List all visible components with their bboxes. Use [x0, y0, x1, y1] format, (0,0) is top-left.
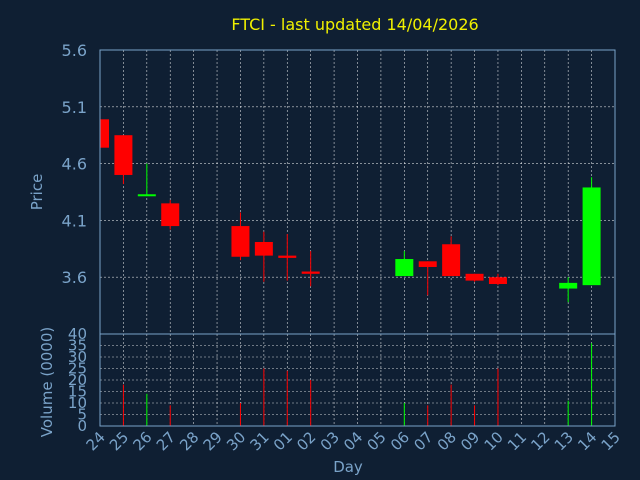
volume-panel-frame — [99, 333, 616, 427]
x-tick-label: 06 — [387, 428, 413, 454]
candle-body — [100, 119, 109, 148]
x-tick-label: 11 — [504, 428, 530, 454]
volume-tick-label: 15 — [68, 383, 87, 401]
x-tick-label: 07 — [410, 428, 436, 454]
price-tick-label: 4.6 — [62, 155, 87, 174]
candle-body — [418, 261, 437, 267]
volume-tick-label: 40 — [68, 325, 87, 343]
x-tick-label: 09 — [457, 428, 483, 454]
volume-tick-label: 10 — [68, 394, 87, 412]
x-tick-label: 12 — [527, 428, 553, 454]
x-tick-label: 31 — [246, 428, 272, 454]
candle-body — [465, 273, 484, 281]
x-tick-label: 14 — [574, 428, 600, 454]
x-tick-label: 25 — [106, 428, 132, 454]
price-tick-label: 4.1 — [62, 211, 87, 230]
candle-body — [161, 203, 180, 227]
x-tick-label: 01 — [270, 428, 296, 454]
x-tick-label: 15 — [598, 428, 624, 454]
candle-body — [488, 277, 507, 285]
volume-grid — [100, 334, 615, 426]
candle-body — [582, 187, 601, 286]
x-tick-label: 08 — [434, 428, 460, 454]
candle-body — [395, 259, 414, 277]
chart-title: FTCI - last updated 14/04/2026 — [231, 15, 478, 34]
x-tick-label: 04 — [340, 428, 366, 454]
candle-body — [114, 135, 133, 175]
volume-tick-label: 25 — [68, 360, 87, 378]
x-tick-label: 30 — [223, 428, 249, 454]
candles — [99, 119, 601, 303]
candle-body — [278, 255, 297, 258]
x-tick-label: 10 — [481, 428, 507, 454]
candle-body — [231, 226, 250, 257]
x-tick-label: 28 — [176, 428, 202, 454]
volume-axis-label: Volume (0000) — [38, 327, 56, 437]
price-tick-labels: 5.6 5.1 4.6 4.1 3.6 — [62, 41, 87, 287]
price-axis-label: Price — [28, 174, 46, 211]
price-tick-label: 5.1 — [62, 98, 87, 117]
x-tick-label: 02 — [293, 428, 319, 454]
x-tick-label: 03 — [317, 428, 343, 454]
candle-body — [254, 241, 273, 256]
volume-tick-label: 35 — [68, 337, 87, 355]
volume-tick-label: 5 — [77, 406, 87, 424]
candle-body — [301, 271, 320, 274]
candle-body — [442, 244, 461, 277]
candle-body — [137, 194, 156, 197]
volume-tick-label: 0 — [77, 417, 87, 435]
x-tick-label: 13 — [551, 428, 577, 454]
price-tick-label: 3.6 — [62, 268, 87, 287]
price-grid — [100, 50, 615, 334]
candle-body — [559, 282, 578, 289]
volume-tick-label: 30 — [68, 348, 87, 366]
x-tick-labels: 2425262728293031010203040506070809101112… — [83, 428, 624, 454]
volume-tick-label: 20 — [68, 371, 87, 389]
x-tick-label: 05 — [364, 428, 390, 454]
x-tick-label: 27 — [153, 428, 179, 454]
x-axis-label: Day — [333, 458, 363, 476]
x-tick-label: 26 — [129, 428, 155, 454]
volume-bars — [122, 343, 593, 426]
price-tick-label: 5.6 — [62, 41, 87, 60]
x-tick-label: 29 — [200, 428, 226, 454]
